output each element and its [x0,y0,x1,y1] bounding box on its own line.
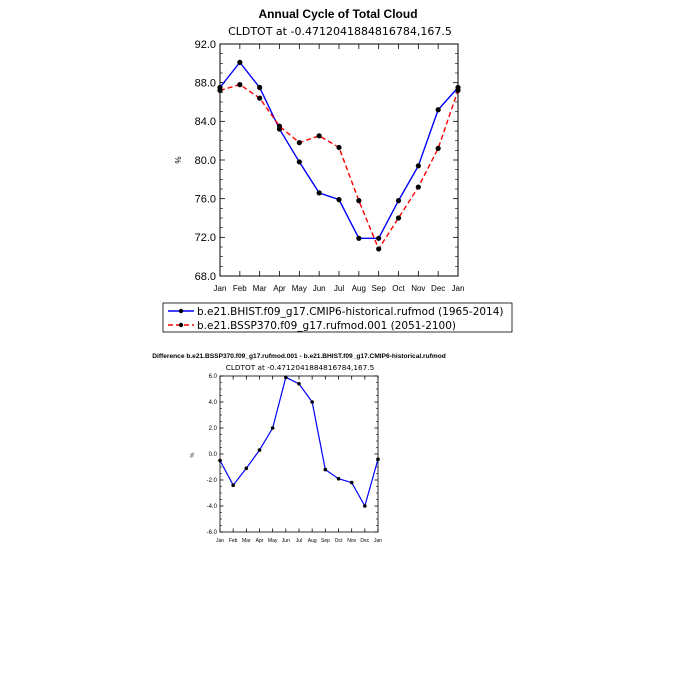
series-0-point [297,382,301,386]
series-1-point [276,123,283,129]
legend: b.e21.BHIST.f09_g17.CMIP6-historical.ruf… [162,302,513,333]
main-chart-ylabel: % [174,156,183,163]
x-tick-label: May [292,284,307,293]
x-tick-label: Jan [216,538,224,544]
x-tick-label: Jan [452,284,465,293]
x-tick-label: Oct [335,538,343,544]
x-tick-label: Jun [313,284,326,293]
series-0-point [296,159,302,165]
y-tick-label: 6.0 [209,374,218,380]
x-tick-label: Sep [321,538,330,544]
difference-chart-plot-frame [219,375,379,533]
series-0-point [415,163,421,169]
difference-chart-title: Difference b.e21.BSSP370.f09_g17.rufmod.… [152,353,446,360]
y-tick-label: 88.0 [195,78,216,90]
series-0-point [257,84,263,91]
y-tick-label: 0.0 [209,452,218,458]
x-tick-label: May [268,538,278,544]
main-chart-subtitle: CLDTOT at -0.4712041884816784,167.5 [228,25,452,38]
main-chart: Annual Cycle of Total Cloud CLDTOT at -0… [174,7,464,293]
legend-label-ssp370: b.e21.BSSP370.f09_g17.rufmod.001 (2051-2… [197,320,456,332]
x-tick-label: Feb [229,538,238,544]
x-tick-label: Aug [352,284,366,293]
difference-chart-ylabel: % [190,452,196,457]
x-tick-label: Apr [273,284,286,293]
series-1-point [435,145,441,151]
x-tick-label: Nov [347,538,356,544]
series-1-point [415,184,421,190]
series-0-point [316,190,322,196]
legend-marker-ssp370 [178,322,184,328]
series-0-point [237,59,243,65]
y-tick-label: 76.0 [195,194,216,206]
series-0-point [244,466,249,471]
series-1-point [257,95,263,101]
x-tick-label: Feb [233,284,247,293]
series-1-point [395,215,402,221]
y-tick-label: 80.0 [195,155,216,167]
series-0-point [395,198,402,204]
series-1-point [296,140,302,146]
series-1-point [237,82,243,88]
series-0-point [363,504,367,508]
x-tick-label: Mar [242,538,251,544]
series-1-point [356,198,362,204]
series-0-point [336,476,341,481]
x-tick-label: Oct [392,284,405,293]
x-tick-label: Jan [374,538,382,544]
y-tick-label: -4.0 [207,504,218,510]
y-tick-label: -2.0 [207,478,218,484]
x-tick-label: Jul [296,538,302,544]
series-0-point [257,448,262,452]
x-tick-label: Mar [253,284,267,293]
y-tick-label: 84.0 [195,116,216,128]
series-1-point [336,144,342,151]
y-tick-label: 72.0 [195,232,216,244]
main-chart-plot-frame [219,43,459,277]
x-tick-label: Jun [282,538,290,544]
y-tick-label: 68.0 [195,271,216,283]
x-tick-label: Aug [308,538,317,544]
x-tick-label: Dec [431,284,445,293]
legend-label-historical: b.e21.BHIST.f09_g17.CMIP6-historical.ruf… [197,306,504,318]
series-0-point [310,400,314,404]
legend-marker-historical [178,308,184,314]
difference-chart: Difference b.e21.BSSP370.f09_g17.rufmod.… [152,353,446,544]
x-tick-label: Jan [214,284,227,293]
y-tick-label: 92.0 [195,39,216,51]
x-tick-label: Sep [372,284,387,293]
series-1-point [316,133,322,139]
y-tick-label: 2.0 [209,426,218,432]
legend-box [162,302,513,333]
series-0-point [231,483,235,488]
y-tick-label: -6.0 [207,530,218,536]
series-0-point [270,426,275,430]
x-tick-label: Jul [334,284,344,293]
series-0-point [323,467,328,472]
x-tick-label: Nov [411,284,425,293]
x-tick-label: Dec [360,538,369,544]
difference-chart-subtitle: CLDTOT at -0.4712041884816784,167.5 [226,363,375,372]
series-0-point [336,197,342,203]
series-0-point [349,480,354,485]
x-tick-label: Apr [256,538,264,544]
series-1-point [376,246,382,252]
series-0-point [435,107,441,113]
y-tick-label: 4.0 [209,400,218,406]
series-0-point [356,235,362,241]
main-chart-title: Annual Cycle of Total Cloud [258,7,417,21]
series-0-point [376,235,382,241]
